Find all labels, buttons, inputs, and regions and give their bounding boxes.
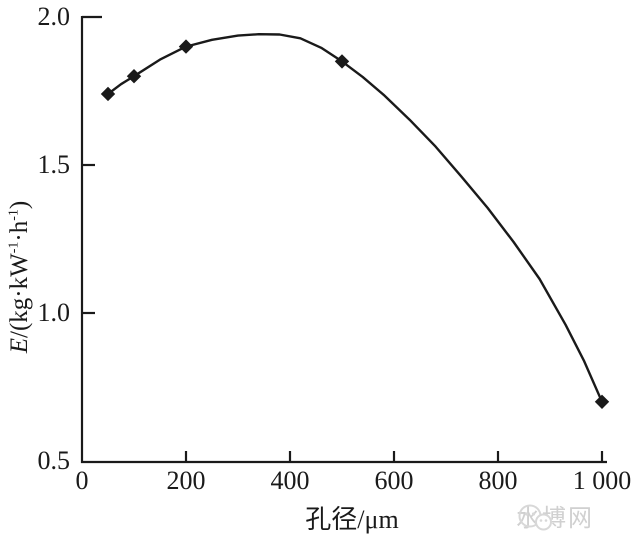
x-axis-title: 孔径/μm <box>305 505 399 534</box>
watermark: 水博网 <box>516 502 594 536</box>
data-point-marker <box>334 54 350 69</box>
y-axis-unit-pre: /(kg·kW <box>6 253 33 338</box>
data-point-marker <box>594 394 610 409</box>
data-point-marker <box>178 39 194 54</box>
axis-lines <box>80 16 607 464</box>
watermark-text: 水博网 <box>516 506 594 532</box>
y-axis-superscript-2: -1 <box>6 209 22 221</box>
y-axis-superscript-1: -1 <box>6 241 22 254</box>
y-axis-unit-mid: ·h <box>6 220 33 242</box>
data-curve <box>106 33 604 403</box>
wechat-logo-icon <box>518 504 552 531</box>
y-axis-variable: E <box>6 337 33 354</box>
data-point-marker <box>126 69 142 84</box>
y-axis-unit-close: ) <box>6 200 33 210</box>
y-axis-title: E/(kg·kW-1·h-1) <box>5 127 35 427</box>
data-point-marker <box>100 86 116 102</box>
